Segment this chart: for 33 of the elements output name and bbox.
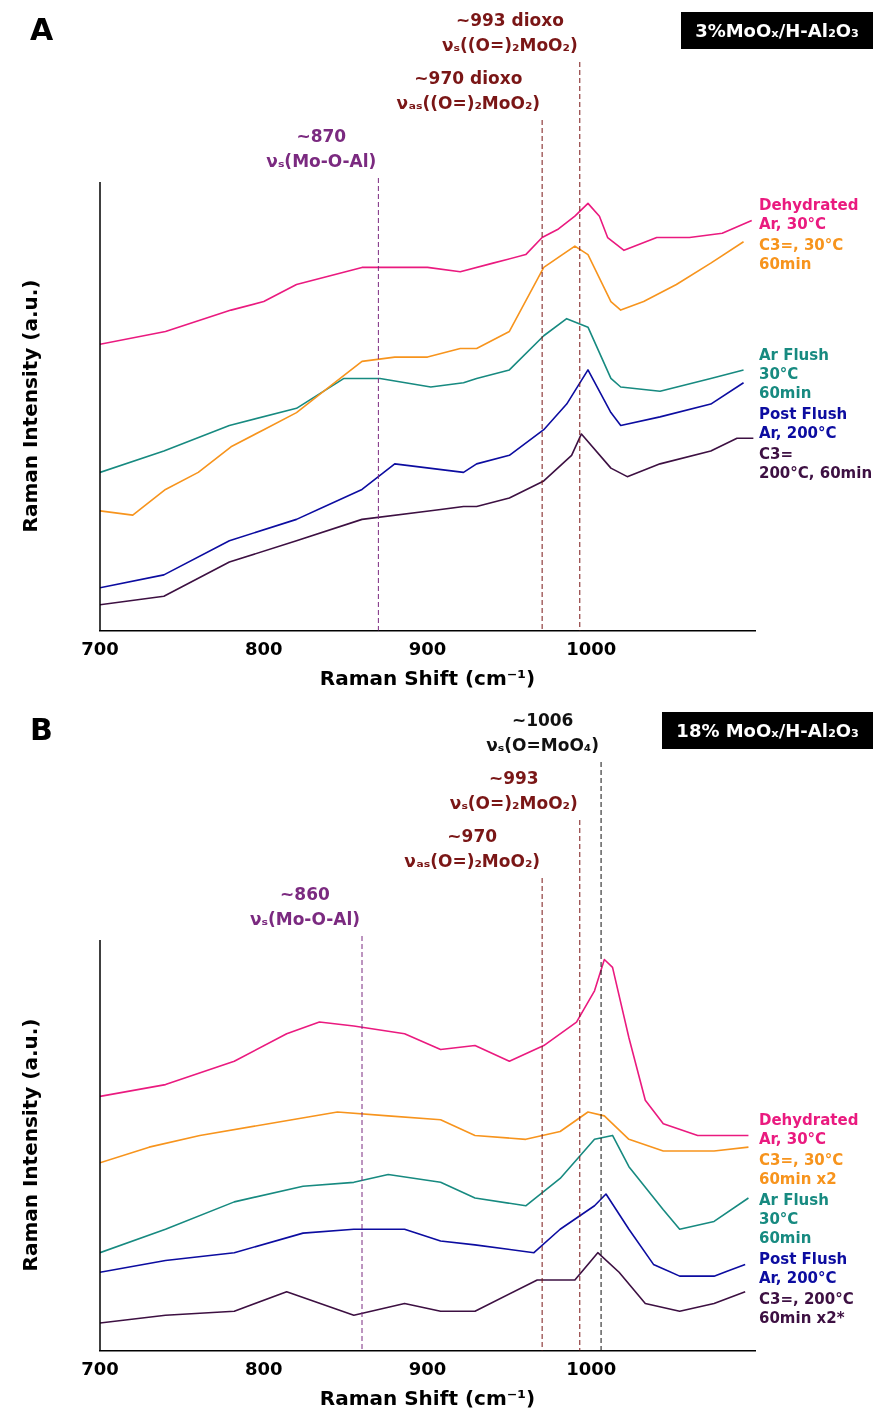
series-label: Post Flush Ar, 200°C (759, 1250, 848, 1289)
x-tick-label: 900 (408, 1357, 447, 1379)
series-label: C3=, 200°C 60min x2* (759, 1290, 854, 1329)
chart-title: 18% MoOₓ/H-Al₂O₃ (662, 712, 873, 749)
series-label: Post Flush Ar, 200°C (759, 404, 848, 443)
chart-title: 3%MoOₓ/H-Al₂O₃ (681, 12, 873, 49)
x-tick-label: 800 (244, 637, 283, 659)
x-axis-title: Raman Shift (cm⁻¹) (319, 666, 536, 691)
ref-line-label: ~860 νₛ(Mo-O-Al) (249, 883, 360, 931)
series-label: Dehydrated Ar, 30°C (759, 196, 859, 235)
ref-line-label: ~1006 νₛ(O=MoO₄) (486, 709, 600, 757)
x-axis-title: Raman Shift (cm⁻¹) (319, 1386, 536, 1411)
ref-line-label: ~993 dioxo νₛ((O=)₂MoO₂) (442, 9, 578, 57)
ref-line-label: ~870 νₛ(Mo-O-Al) (266, 125, 377, 173)
series-label: C3=, 30°C 60min (759, 236, 844, 275)
series-label: C3=, 30°C 60min x2 (759, 1151, 844, 1190)
x-tick-label: 800 (244, 1357, 283, 1379)
ref-line-label: ~993 νₛ(O=)₂MoO₂) (449, 767, 578, 815)
x-tick-label: 700 (81, 637, 119, 659)
series-label: Dehydrated Ar, 30°C (759, 1111, 859, 1150)
x-tick-label: 1000 (566, 1357, 617, 1379)
series-label: C3= 200°C, 60min (759, 444, 873, 483)
ref-line-label: ~970 νₐₛ(O=)₂MoO₂) (404, 825, 541, 873)
y-axis-title: Raman Intensity (a.u.) (18, 1018, 42, 1272)
text: A (30, 12, 54, 47)
series-label: Ar Flush 30°C 60min (759, 1191, 829, 1249)
ref-line-label: ~970 dioxo νₐₛ((O=)₂MoO₂) (396, 67, 541, 115)
text: B (30, 712, 53, 747)
x-tick-label: 900 (408, 637, 447, 659)
series-label: Ar Flush 30°C 60min (759, 345, 829, 403)
y-axis-title: Raman Intensity (a.u.) (18, 279, 42, 533)
x-tick-label: 700 (81, 1357, 119, 1379)
x-tick-label: 1000 (566, 637, 617, 659)
